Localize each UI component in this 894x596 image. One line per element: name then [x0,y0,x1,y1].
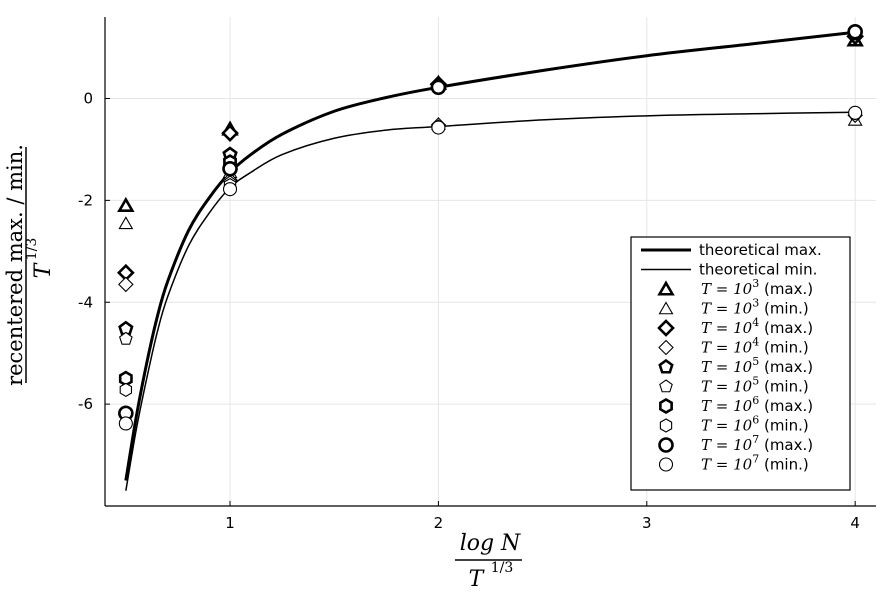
x-tick-label-1: 2 [434,514,444,532]
point-pentagon-min-5-0 [119,331,133,345]
y-axis-label: recentered max. / min. T 1/3 [3,144,56,386]
x-axis-label: log N T 1/3 [455,531,522,592]
point-circle-min-7-2 [431,120,446,135]
point-hexagon-min-6-0 [119,382,133,397]
legend-label-line-1: theoretical min. [699,261,817,279]
grid [105,17,876,506]
legend-marker-0 [657,280,675,296]
y-tick-label-2: -2 [78,191,93,209]
legend-label-2: T = 104 (max.) [701,316,813,337]
data-points [117,23,864,431]
x-tick-label-2: 3 [642,514,652,532]
legend-label-7: T = 106 (min.) [701,414,809,435]
legend-marker-8 [658,437,674,453]
x-tick-label-0: 1 [225,514,235,532]
point-circle-max-7-2 [430,79,447,96]
y-tick-label-0: -6 [78,395,93,413]
point-circle-min-7-1 [222,182,238,197]
point-triangle-min-3-0 [118,216,134,230]
legend-label-4: T = 105 (max.) [701,355,813,376]
point-diamond-min-4-0 [118,276,134,293]
x-axis-label-numerator: log N [460,531,521,556]
legend-label-5: T = 105 (min.) [701,375,809,396]
legend-label-line-0: theoretical max. [699,241,822,259]
axes [104,17,876,507]
legend-marker-2 [657,319,675,337]
legend: theoretical max.theoretical min.T = 103 … [630,236,851,491]
legend-marker-4 [658,358,674,374]
legend-marker-7 [659,418,673,433]
y-axis-label-numerator: recentered max. / min. [3,144,27,386]
tick-labels: 1 2 3 4 -6 -4 -2 0 [78,90,860,533]
y-axis-label-denominator: T [31,261,56,278]
y-tick-label-3: 0 [83,90,93,108]
legend-marker-6 [659,397,673,415]
legend-marker-9 [658,457,674,472]
y-tick-label-1: -4 [78,293,93,311]
point-triangle-max-3-0 [117,196,135,213]
legend-marker-3 [658,339,674,356]
y-axis-label-exponent: 1/3 [24,238,40,261]
x-tick-label-3: 4 [850,514,860,532]
legend-marker-1 [658,301,674,315]
x-axis-label-denominator: T [469,567,486,592]
point-circle-min-7-0 [118,416,133,431]
theory-lines [124,30,856,491]
theory-line-min [125,111,856,491]
point-circle-min-7-3 [848,105,863,120]
point-circle-max-7-3 [847,23,863,40]
point-diamond-max-4-1 [221,124,239,142]
x-axis-label-exponent: 1/3 [491,560,514,576]
theory-line-max [124,30,856,481]
legend-label-0: T = 103 (max.) [701,277,813,298]
legend-label-9: T = 107 (min.) [701,453,809,474]
legend-label-3: T = 104 (min.) [701,336,809,357]
point-circle-max-7-1 [222,160,238,177]
legend-label-8: T = 107 (max.) [701,433,813,454]
legend-label-1: T = 103 (min.) [701,297,809,318]
legend-marker-5 [659,379,673,393]
legend-label-6: T = 106 (max.) [701,394,813,415]
